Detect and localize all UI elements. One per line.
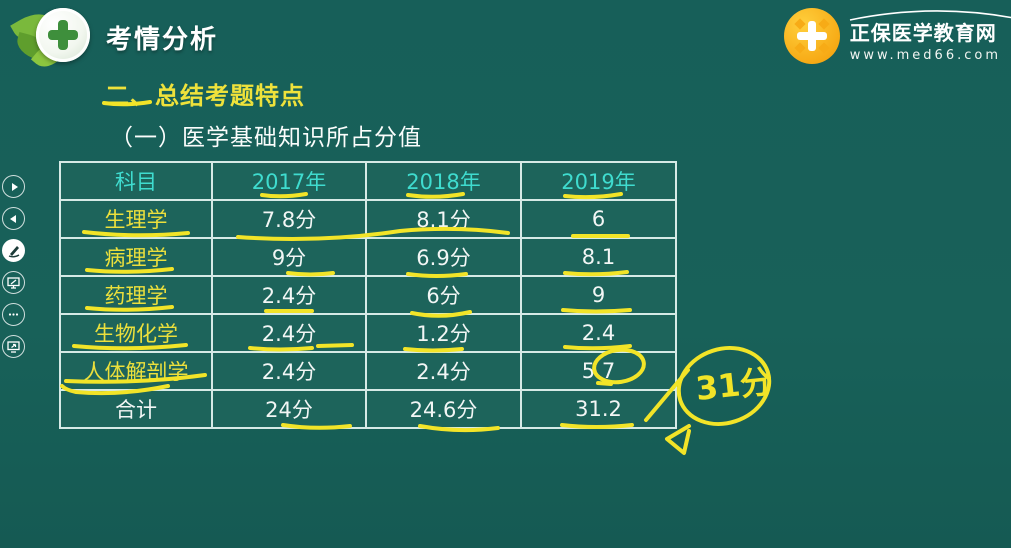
- brand-url: www.med66.com: [849, 48, 1001, 63]
- brand-cross-icon: [783, 8, 840, 64]
- subject-cell: 人体解剖学: [59, 351, 213, 391]
- play-forward-icon[interactable]: [2, 175, 25, 198]
- table-row: 生理学 7.8分 8.1分 6: [59, 199, 677, 239]
- col-header-2019: 2019年: [520, 161, 677, 201]
- player-tool-sidebar: [2, 175, 28, 367]
- subject-cell: 生理学: [59, 199, 213, 239]
- score-cell: 6分: [365, 275, 522, 315]
- more-options-icon[interactable]: [2, 303, 25, 326]
- brand-name: 正保医学教育网: [849, 21, 997, 45]
- app-header: 考情分析: [10, 4, 219, 74]
- score-cell: 2.4分: [211, 313, 367, 353]
- green-cross-icon: [36, 8, 90, 62]
- table-header-row: 科目 2017年 2018年 2019年: [59, 161, 677, 201]
- score-cell: 2.4分: [365, 351, 522, 391]
- total-score-cell: 31.2: [520, 389, 677, 429]
- score-cell: 8.1: [520, 237, 677, 277]
- score-cell: 5.7: [520, 351, 677, 391]
- score-table: 科目 2017年 2018年 2019年 生理学 7.8分 8.1分 6 病理学…: [59, 161, 677, 429]
- circled-note-text: 31分: [694, 362, 774, 408]
- total-score-cell: 24分: [211, 389, 367, 429]
- score-cell: 8.1分: [365, 199, 522, 239]
- page-title: 考情分析: [106, 24, 219, 55]
- section-heading: 二、总结考题特点: [105, 82, 305, 110]
- score-cell: 6: [520, 199, 677, 239]
- pen-tool-icon[interactable]: [2, 239, 25, 262]
- total-label-cell: 合计: [59, 389, 213, 429]
- brand-watermark: 正保医学教育网 www.med66.com: [783, 8, 1011, 64]
- whiteboard-icon[interactable]: [2, 271, 25, 294]
- subject-cell: 药理学: [59, 275, 213, 315]
- table-row: 人体解剖学 2.4分 2.4分 5.7: [59, 351, 677, 391]
- total-score-cell: 24.6分: [365, 389, 522, 429]
- col-header-2018: 2018年: [365, 161, 522, 201]
- score-cell: 2.4: [520, 313, 677, 353]
- table-row: 生物化学 2.4分 1.2分 2.4: [59, 313, 677, 353]
- medical-cross-leaf-logo: [10, 4, 94, 74]
- col-header-subject: 科目: [59, 161, 213, 201]
- subject-cell: 生物化学: [59, 313, 213, 353]
- col-header-2017: 2017年: [211, 161, 367, 201]
- ink-circle-note: [676, 346, 772, 426]
- table-row: 病理学 9分 6.9分 8.1: [59, 237, 677, 277]
- score-cell: 9分: [211, 237, 367, 277]
- screen-share-icon[interactable]: [2, 335, 25, 358]
- score-cell: 7.8分: [211, 199, 367, 239]
- score-cell: 9: [520, 275, 677, 315]
- subsection-heading: （一）医学基础知识所占分值: [110, 125, 422, 151]
- score-cell: 2.4分: [211, 275, 367, 315]
- play-back-icon[interactable]: [2, 207, 25, 230]
- table-row: 药理学 2.4分 6分 9: [59, 275, 677, 315]
- brand-arc-decoration: [849, 10, 1011, 21]
- ink-arrowhead: [665, 424, 691, 455]
- subject-cell: 病理学: [59, 237, 213, 277]
- score-cell: 6.9分: [365, 237, 522, 277]
- score-cell: 1.2分: [365, 313, 522, 353]
- table-total-row: 合计 24分 24.6分 31.2: [59, 389, 677, 429]
- score-cell: 2.4分: [211, 351, 367, 391]
